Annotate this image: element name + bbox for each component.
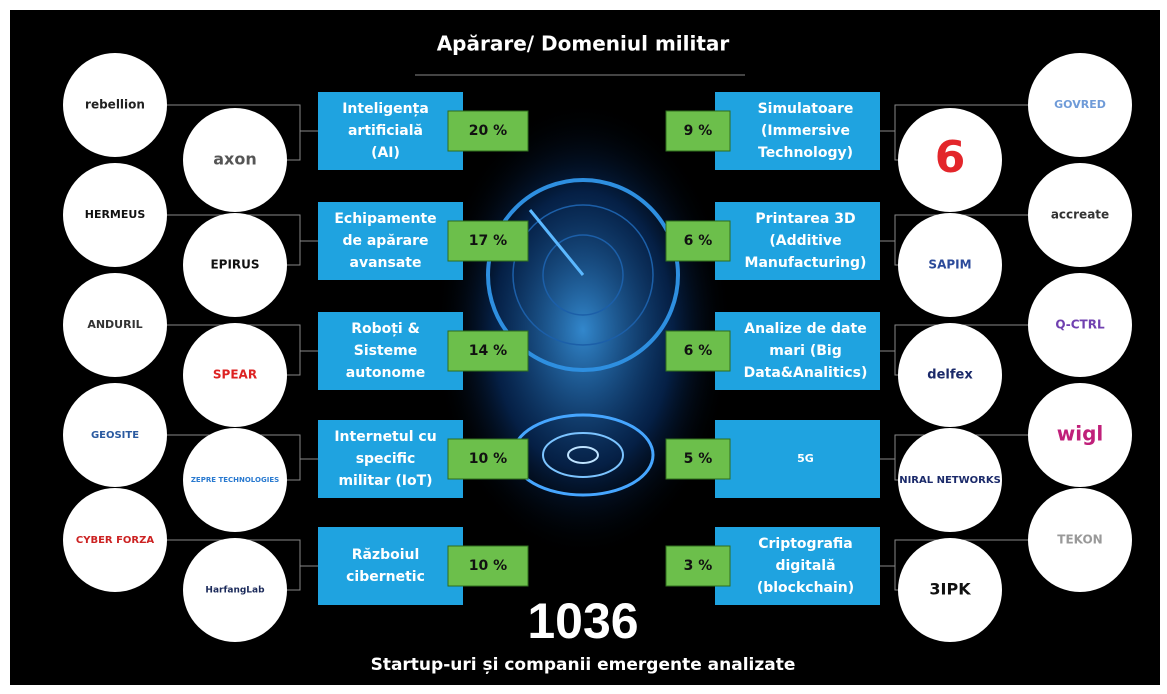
segment-label: Manufacturing) [745,255,867,271]
segment-label: mari (Big [769,343,842,359]
logo-text: delfex [927,368,973,383]
segment-label: specific [356,451,416,467]
segment-label: (Additive [769,233,841,249]
logo-text: ZEPRE TECHNOLOGIES [191,476,279,484]
share-value: 3 % [684,558,713,574]
logo-text: Q-CTRL [1055,318,1105,332]
share-value: 10 % [469,558,507,574]
infographic: Apărare/ Domeniul militar 1036 Startup-u… [0,0,1167,690]
segment-label: 5G [797,452,814,465]
share-value: 6 % [684,233,713,249]
caption: Startup-uri și companii emergente analiz… [371,655,796,675]
logo-text: axon [213,150,257,169]
logo-text: EPIRUS [210,258,259,272]
logo-text: ANDURIL [87,318,142,331]
logo-text: NIRAL NETWORKS [899,475,1001,486]
logo-text: SPEAR [213,368,257,382]
segment-label: Sisteme [354,343,418,359]
logo-text: HarfangLab [205,586,265,596]
logo-text: wigl [1057,422,1104,446]
logo-text: CYBER FORZA [76,535,154,546]
segment-box [318,527,463,605]
segment-label: digitală [775,558,835,574]
segment-label: Printarea 3D [755,211,855,227]
logo-text: GEOSITE [91,430,139,441]
logo-text: SAPIM [928,258,971,272]
segment-label: Criptografia [758,536,853,552]
title: Apărare/ Domeniul militar [437,32,730,56]
logo-text: rebellion [85,98,145,112]
logo-text: accreate [1051,208,1109,222]
segment-label: Roboți & [351,321,420,337]
total: 1036 [527,593,638,649]
logo-text: 3IPK [929,580,971,599]
segment-label: Internetul cu [334,429,436,445]
segment-label: Analize de date [744,321,866,337]
segment-label: avansate [350,255,422,271]
logo-text: 6 [935,132,966,183]
segment-label: Inteligența [342,101,429,117]
segment-label: Technology) [758,145,853,161]
share-value: 17 % [469,233,507,249]
logo-text: GOVRED [1054,98,1106,111]
page: Apărare/ Domeniul militar 1036 Startup-u… [0,0,1167,694]
segment-label: Data&Analitics) [744,365,868,381]
share-value: 10 % [469,451,507,467]
segment-label: de apărare [342,233,428,249]
segment-label: (blockchain) [757,580,854,596]
segment-label: (Immersive [761,123,850,139]
logo-text: TEKON [1057,533,1102,547]
segment-label: militar (IoT) [338,473,432,489]
segment-label: Simulatoare [758,101,854,117]
logo-text: HERMEUS [85,208,146,221]
share-value: 6 % [684,343,713,359]
segment-label: Războiul [352,547,420,563]
segment-label: artificială [348,123,423,139]
segment-label: Echipamente [334,211,436,227]
share-value: 14 % [469,343,507,359]
share-value: 20 % [469,123,507,139]
segment-label: (AI) [371,145,400,161]
share-value: 9 % [684,123,713,139]
segment-label: cibernetic [346,569,425,585]
share-value: 5 % [684,451,713,467]
segment-label: autonome [346,365,425,381]
